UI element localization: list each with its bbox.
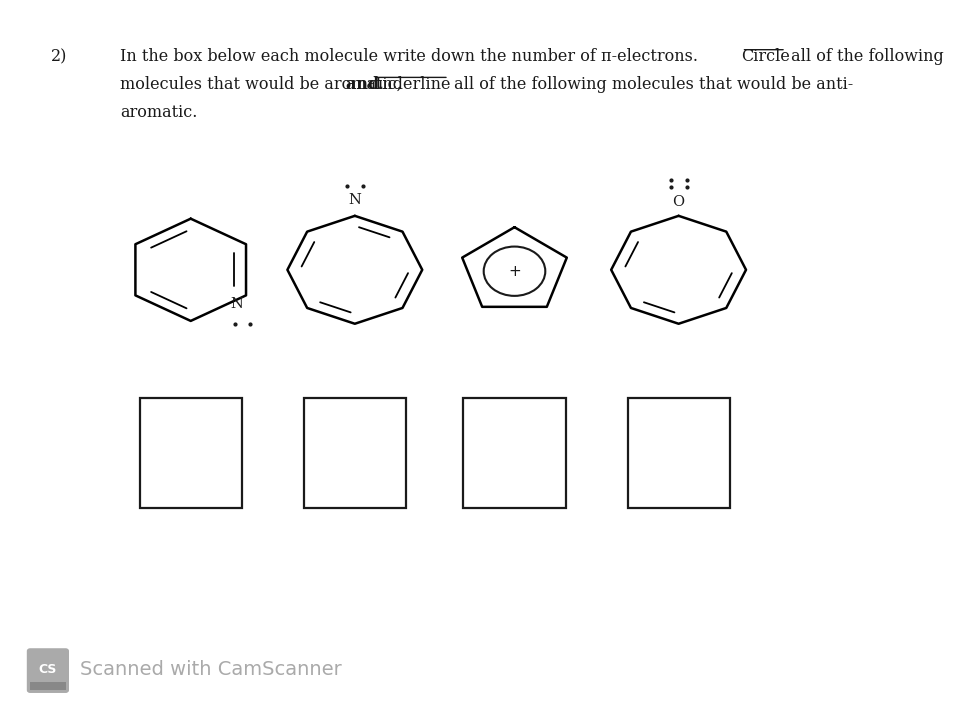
Text: CS: CS: [38, 663, 57, 676]
Text: and: and: [346, 76, 385, 93]
Text: all of the following molecules that would be anti-: all of the following molecules that woul…: [449, 76, 853, 93]
Text: Circle: Circle: [741, 48, 790, 65]
Text: aromatic.: aromatic.: [120, 104, 197, 121]
FancyBboxPatch shape: [464, 398, 565, 508]
Text: underline: underline: [372, 76, 451, 93]
FancyBboxPatch shape: [303, 398, 406, 508]
Text: 2): 2): [51, 48, 67, 65]
FancyBboxPatch shape: [30, 682, 65, 690]
FancyBboxPatch shape: [28, 649, 68, 692]
Text: O: O: [673, 195, 684, 209]
FancyBboxPatch shape: [140, 398, 242, 508]
Text: N: N: [348, 193, 361, 207]
Text: molecules that would be aromatic,: molecules that would be aromatic,: [120, 76, 407, 93]
Text: Scanned with CamScanner: Scanned with CamScanner: [80, 660, 342, 679]
Text: In the box below each molecule write down the number of π-electrons.: In the box below each molecule write dow…: [120, 48, 703, 65]
Text: N: N: [230, 297, 244, 312]
Text: all of the following: all of the following: [786, 48, 944, 65]
Text: +: +: [508, 263, 521, 279]
FancyBboxPatch shape: [628, 398, 730, 508]
